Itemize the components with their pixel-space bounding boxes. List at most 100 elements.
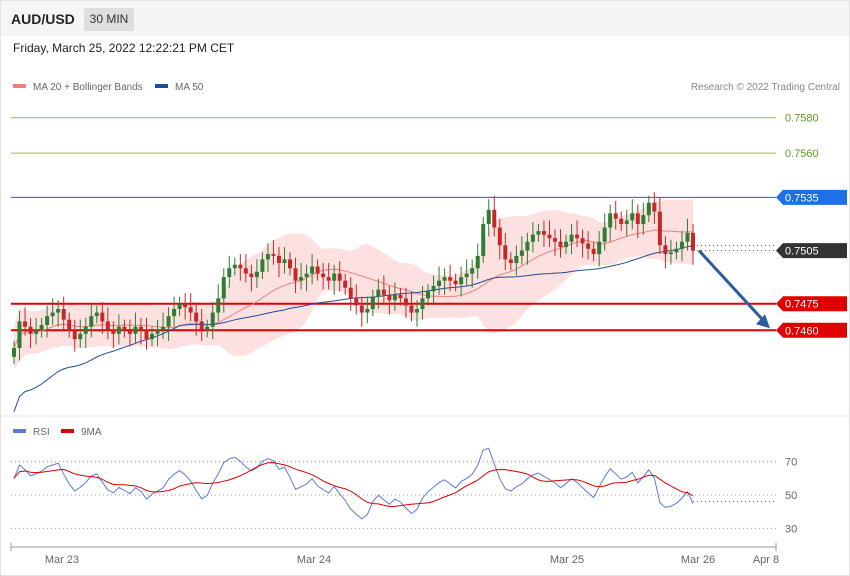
candle (552, 229, 557, 256)
moving-averages (13, 229, 694, 412)
candle (525, 232, 530, 265)
candle (442, 268, 447, 295)
candle (188, 293, 193, 322)
svg-text:0.7505: 0.7505 (785, 246, 819, 258)
candle (359, 296, 364, 327)
rsi-tick: 30 (785, 523, 797, 535)
candle (232, 257, 237, 276)
candle (50, 298, 55, 325)
candle (448, 264, 453, 292)
candle (127, 319, 132, 347)
candle (155, 319, 160, 347)
candle (194, 303, 199, 336)
candle (519, 236, 524, 265)
candle (486, 199, 491, 237)
candle (530, 222, 535, 253)
candle (381, 275, 386, 304)
bollinger-band-fill (14, 199, 693, 370)
candle (370, 289, 375, 317)
timeframe-button[interactable]: 30 MIN (84, 8, 134, 31)
legend-label: MA 50 (175, 82, 204, 93)
candle (56, 300, 61, 327)
candle (238, 254, 243, 281)
candle (254, 259, 259, 288)
candle (398, 287, 403, 306)
candle (575, 220, 580, 248)
rsi-tick: 70 (785, 457, 797, 469)
candle (78, 319, 83, 348)
candle (459, 266, 464, 297)
x-tick-label: Mar 25 (550, 554, 584, 566)
candle (652, 192, 657, 224)
candles (12, 192, 695, 364)
candle (265, 243, 270, 272)
candle (100, 301, 105, 334)
forecast-arrow (697, 249, 770, 329)
rsi-line (13, 447, 694, 520)
chart-header: AUD/USD 30 MIN (1, 1, 849, 36)
candle (249, 264, 254, 292)
candle (183, 293, 188, 320)
candle (243, 254, 248, 283)
price-tag-0.7475: 0.7475 (776, 296, 847, 312)
svg-text:0.7560: 0.7560 (785, 148, 819, 160)
candle (321, 262, 326, 290)
candle (144, 317, 149, 350)
candle (299, 262, 304, 290)
candle (138, 317, 143, 345)
candle (679, 231, 684, 262)
candle (348, 277, 353, 311)
rsi-legend-swatch (13, 429, 26, 433)
credit-text: Research © 2022 Trading Central (691, 82, 840, 93)
candle (657, 197, 662, 255)
candle (431, 275, 436, 304)
candle (558, 229, 563, 258)
rsi-legend-swatch (61, 429, 74, 433)
candle (304, 264, 309, 292)
rsi-ma-line (13, 462, 694, 508)
candle (116, 314, 121, 345)
candle (111, 321, 116, 348)
candle (508, 252, 513, 271)
svg-text:0.7475: 0.7475 (785, 299, 819, 311)
candle (602, 213, 607, 251)
candle (564, 234, 569, 255)
candle (420, 286, 425, 320)
rsi-panel: 70 50 30 RSI 9MA (1, 415, 849, 535)
candle (12, 340, 16, 364)
candle (613, 200, 618, 230)
candle (365, 296, 370, 324)
x-tick-label: Apr 8 (753, 554, 779, 566)
candle (492, 195, 497, 237)
candle (23, 307, 28, 336)
candle (133, 312, 138, 343)
rsi-legend-label: RSI (33, 427, 50, 438)
candle (541, 220, 546, 248)
forecast-arrow-head (756, 314, 770, 329)
candle (646, 195, 651, 223)
candle (94, 305, 99, 324)
ma20-line (13, 229, 694, 349)
legend-label: MA 20 + Bollinger Bands (33, 82, 143, 93)
level-lines (11, 117, 776, 332)
candle (67, 312, 72, 338)
candle (216, 284, 221, 322)
candle (293, 257, 298, 294)
candle (161, 312, 166, 340)
candle (635, 204, 640, 239)
candle (597, 231, 602, 267)
candle (326, 262, 331, 290)
candle (674, 241, 679, 260)
x-axis: Mar 23 Mar 24 Mar 25 Mar 26 Apr 8 (10, 543, 779, 566)
svg-text:0.7535: 0.7535 (785, 192, 819, 204)
candle (310, 254, 315, 285)
chart-date: Friday, March 25, 2022 12:22:21 PM CET (13, 41, 235, 55)
candle (150, 326, 155, 347)
candle (61, 296, 66, 331)
legend-swatch (13, 84, 26, 88)
candle (580, 229, 585, 258)
candle (28, 317, 33, 348)
chart-legend: MA 20 + Bollinger Bands MA 50 Research © 2… (13, 82, 840, 93)
candle (210, 301, 215, 340)
candle (72, 319, 77, 352)
